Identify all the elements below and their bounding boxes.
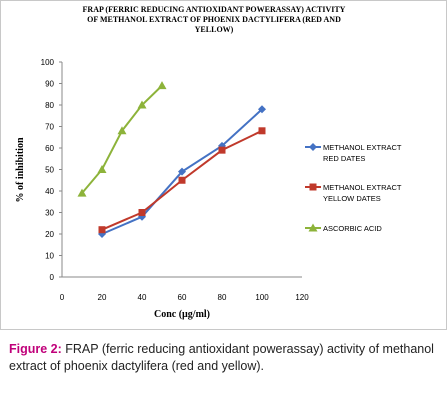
chart-frame xyxy=(0,0,447,330)
y-tick-label: 60 xyxy=(45,144,54,153)
caption-label: Figure 2: xyxy=(9,342,62,356)
data-point-1 xyxy=(138,209,146,216)
x-tick-label: 40 xyxy=(138,293,147,302)
data-point-1 xyxy=(178,176,186,184)
data-point-0 xyxy=(258,105,266,114)
data-point-2 xyxy=(157,81,167,90)
legend-swatch-marker xyxy=(308,223,318,232)
y-tick-label: 20 xyxy=(45,230,54,239)
data-point-1 xyxy=(98,226,106,234)
legend-label: ASCORBIC ACID xyxy=(323,224,382,233)
y-tick-label: 50 xyxy=(45,166,54,175)
legend-label: METHANOL EXTRACT xyxy=(323,183,402,192)
chart-title-line: FRAP (FERRIC REDUCING ANTIOXIDANT POWERA… xyxy=(83,5,346,14)
caption-text: FRAP (ferric reducing antioxidant powera… xyxy=(9,342,434,373)
x-tick-label: 20 xyxy=(98,293,107,302)
figure-caption: Figure 2: FRAP (ferric reducing antioxid… xyxy=(9,341,439,375)
legend-label: YELLOW DATES xyxy=(323,194,381,203)
x-tick-label: 100 xyxy=(255,293,269,302)
data-point-2 xyxy=(117,126,127,135)
legend-swatch-marker xyxy=(309,183,317,191)
y-tick-label: 100 xyxy=(41,58,55,67)
x-tick-label: 60 xyxy=(178,293,187,302)
chart-title-line: YELLOW) xyxy=(195,25,234,34)
y-tick-label: 80 xyxy=(45,101,54,110)
y-tick-label: 70 xyxy=(45,123,54,132)
y-tick-label: 0 xyxy=(50,273,55,282)
x-tick-label: 0 xyxy=(60,293,65,302)
data-point-0 xyxy=(178,167,186,176)
data-point-2 xyxy=(97,165,107,173)
legend-label: RED DATES xyxy=(323,154,365,163)
y-tick-label: 90 xyxy=(45,80,54,89)
data-point-2 xyxy=(137,100,147,109)
x-tick-label: 120 xyxy=(295,293,309,302)
chart-title-line: OF METHANOL EXTRACT OF PHOENIX DACTYLIFE… xyxy=(87,15,341,24)
data-point-1 xyxy=(218,146,226,154)
chart-svg: FRAP (FERRIC REDUCING ANTIOXIDANT POWERA… xyxy=(0,0,447,330)
x-axis-label: Conc (µg/ml) xyxy=(154,309,210,320)
chart-figure: FRAP (FERRIC REDUCING ANTIOXIDANT POWERA… xyxy=(0,0,447,330)
x-tick-label: 80 xyxy=(218,293,227,302)
legend-swatch-marker xyxy=(309,143,317,151)
data-point-2 xyxy=(77,188,87,197)
y-axis-label: % of inhibition xyxy=(15,137,26,202)
legend-label: METHANOL EXTRACT xyxy=(323,143,402,152)
data-point-1 xyxy=(258,127,266,135)
y-tick-label: 40 xyxy=(45,187,54,196)
y-tick-label: 10 xyxy=(45,252,54,261)
y-tick-label: 30 xyxy=(45,209,54,218)
